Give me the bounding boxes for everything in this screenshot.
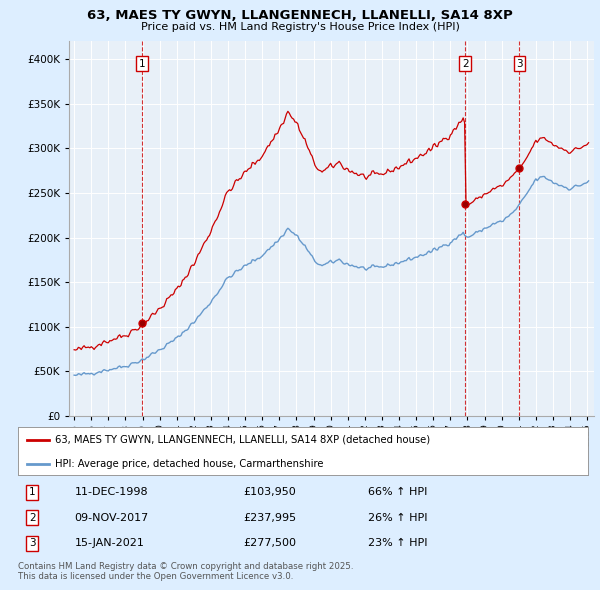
Text: 23% ↑ HPI: 23% ↑ HPI [368, 538, 427, 548]
Text: 3: 3 [516, 58, 523, 68]
Text: 66% ↑ HPI: 66% ↑ HPI [368, 487, 427, 497]
Text: Price paid vs. HM Land Registry's House Price Index (HPI): Price paid vs. HM Land Registry's House … [140, 22, 460, 32]
Text: 2: 2 [462, 58, 469, 68]
Text: 09-NOV-2017: 09-NOV-2017 [74, 513, 149, 523]
Text: 1: 1 [29, 487, 35, 497]
Text: 63, MAES TY GWYN, LLANGENNECH, LLANELLI, SA14 8XP (detached house): 63, MAES TY GWYN, LLANGENNECH, LLANELLI,… [55, 435, 430, 445]
Text: Contains HM Land Registry data © Crown copyright and database right 2025.
This d: Contains HM Land Registry data © Crown c… [18, 562, 353, 581]
Text: 11-DEC-1998: 11-DEC-1998 [74, 487, 148, 497]
Text: HPI: Average price, detached house, Carmarthenshire: HPI: Average price, detached house, Carm… [55, 459, 323, 469]
Text: 15-JAN-2021: 15-JAN-2021 [74, 538, 144, 548]
Text: 3: 3 [29, 538, 35, 548]
Text: 63, MAES TY GWYN, LLANGENNECH, LLANELLI, SA14 8XP: 63, MAES TY GWYN, LLANGENNECH, LLANELLI,… [87, 9, 513, 22]
Text: £103,950: £103,950 [244, 487, 296, 497]
Text: £237,995: £237,995 [244, 513, 297, 523]
Text: 26% ↑ HPI: 26% ↑ HPI [368, 513, 427, 523]
Text: 1: 1 [139, 58, 145, 68]
Text: £277,500: £277,500 [244, 538, 296, 548]
Text: 2: 2 [29, 513, 35, 523]
